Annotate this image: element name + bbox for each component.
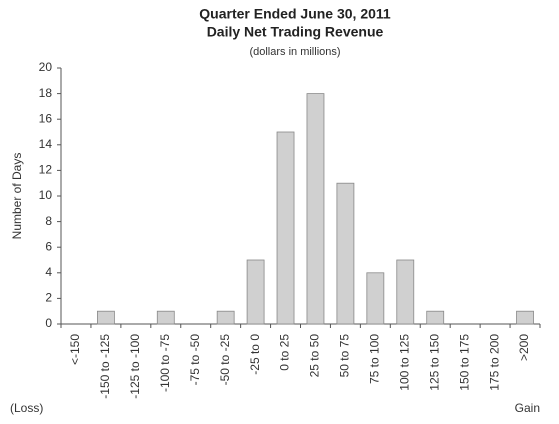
x-tick-label: <-150 bbox=[68, 334, 82, 365]
y-tick-label: 20 bbox=[39, 60, 53, 74]
bar bbox=[336, 182, 355, 325]
bar bbox=[276, 131, 295, 325]
y-tick-label: 8 bbox=[45, 214, 52, 228]
x-tick-label: 25 to 50 bbox=[308, 334, 322, 378]
bar bbox=[306, 93, 325, 325]
bar bbox=[396, 259, 415, 325]
x-tick-label: >200 bbox=[517, 334, 531, 361]
bar bbox=[156, 310, 175, 325]
bar bbox=[426, 310, 445, 325]
x-tick-label: -50 to -25 bbox=[218, 334, 232, 386]
bar bbox=[97, 310, 115, 325]
y-tick-label: 6 bbox=[45, 239, 52, 253]
bar bbox=[516, 310, 534, 325]
bar bbox=[216, 310, 235, 325]
chart-subtitle: (dollars in millions) bbox=[249, 46, 340, 58]
y-tick-label: 14 bbox=[39, 137, 53, 151]
y-tick-label: 10 bbox=[39, 188, 53, 202]
y-tick-label: 2 bbox=[45, 291, 52, 305]
x-tick-label: 150 to 175 bbox=[457, 334, 471, 391]
y-tick-label: 16 bbox=[39, 111, 53, 125]
bar bbox=[366, 272, 385, 325]
x-tick-label: 175 to 200 bbox=[487, 334, 501, 391]
y-tick-label: 18 bbox=[39, 86, 53, 100]
x-tick-label: 50 to 75 bbox=[338, 334, 352, 378]
bar bbox=[246, 259, 265, 325]
x-tick-label: 100 to 125 bbox=[397, 334, 411, 391]
y-tick-label: 12 bbox=[39, 163, 53, 177]
annotation: (Loss) bbox=[10, 401, 43, 415]
y-axis-label: Number of Days bbox=[10, 153, 24, 240]
y-tick-label: 0 bbox=[45, 316, 52, 330]
x-tick-label: 125 to 150 bbox=[427, 334, 441, 391]
x-tick-label: -150 to -125 bbox=[98, 334, 112, 399]
x-tick-label: -100 to -75 bbox=[158, 334, 172, 392]
annotation: Gain bbox=[515, 401, 540, 415]
x-tick-label: 75 to 100 bbox=[368, 334, 382, 384]
chart-title: Daily Net Trading Revenue bbox=[207, 24, 384, 40]
x-tick-label: -125 to -100 bbox=[128, 334, 142, 399]
y-tick-label: 4 bbox=[45, 265, 52, 279]
x-tick-label: -25 to 0 bbox=[248, 334, 262, 375]
x-tick-label: 0 to 25 bbox=[278, 334, 292, 371]
x-tick-label: -75 to -50 bbox=[188, 334, 202, 386]
chart-title: Quarter Ended June 30, 2011 bbox=[199, 6, 391, 22]
